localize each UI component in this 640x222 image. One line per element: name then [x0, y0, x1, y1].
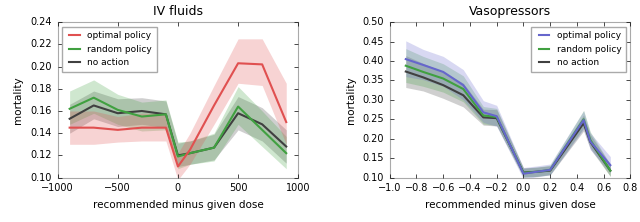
Title: Vasopressors: Vasopressors — [469, 5, 551, 18]
Y-axis label: mortality: mortality — [13, 76, 24, 124]
X-axis label: recommended minus given dose: recommended minus given dose — [425, 200, 595, 210]
Legend: optimal policy, random policy, no action: optimal policy, random policy, no action — [531, 27, 626, 72]
Legend: optimal policy, random policy, no action: optimal policy, random policy, no action — [62, 27, 157, 72]
X-axis label: recommended minus given dose: recommended minus given dose — [93, 200, 263, 210]
Y-axis label: mortality: mortality — [346, 76, 356, 124]
Title: IV fluids: IV fluids — [153, 5, 203, 18]
